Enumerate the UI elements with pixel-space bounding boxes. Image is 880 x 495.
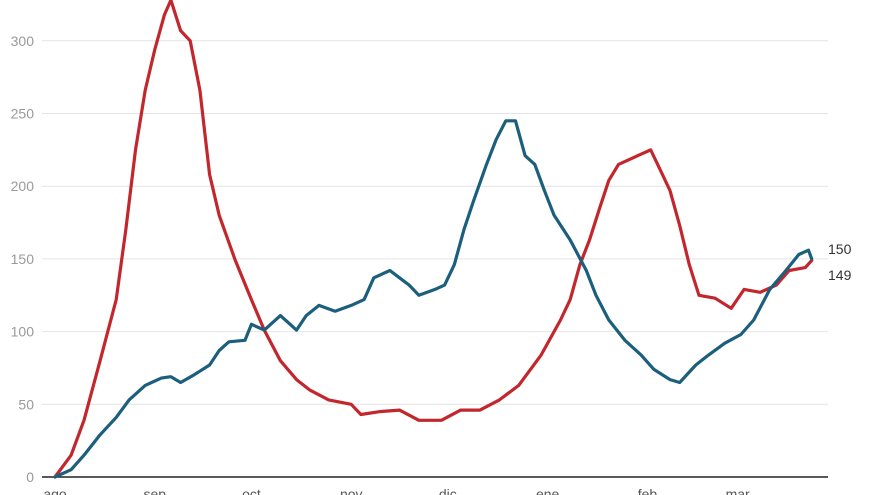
x-tick-label: nov — [340, 486, 363, 495]
y-tick-label: 300 — [11, 33, 35, 49]
x-tick-label: ago — [43, 486, 67, 495]
x-tick-label: mar — [726, 486, 750, 495]
x-tick-label: ene — [536, 486, 560, 495]
series-line-red — [53, 0, 814, 479]
end-label-blue: 150 — [828, 241, 852, 257]
x-tick-label: oct — [242, 486, 261, 495]
x-axis-ticks: ago sep oct nov dic ene feb mar — [43, 486, 750, 495]
y-tick-label: 100 — [11, 324, 35, 340]
y-tick-label: 150 — [11, 251, 35, 267]
y-tick-label: 50 — [18, 396, 34, 412]
y-tick-label: 200 — [11, 178, 35, 194]
y-tick-label: 250 — [11, 106, 35, 122]
gridlines — [42, 40, 828, 478]
y-axis-ticks: 0 50 100 150 200 250 300 — [11, 33, 35, 485]
series-line-blue — [53, 119, 814, 479]
x-tick-label: sep — [144, 486, 167, 495]
x-tick-label: dic — [439, 486, 457, 495]
series-lines — [53, 0, 814, 479]
end-label-red: 149 — [828, 267, 852, 283]
y-tick-label: 0 — [26, 469, 34, 485]
x-tick-label: feb — [638, 486, 658, 495]
end-labels: 149 150 — [828, 241, 852, 283]
